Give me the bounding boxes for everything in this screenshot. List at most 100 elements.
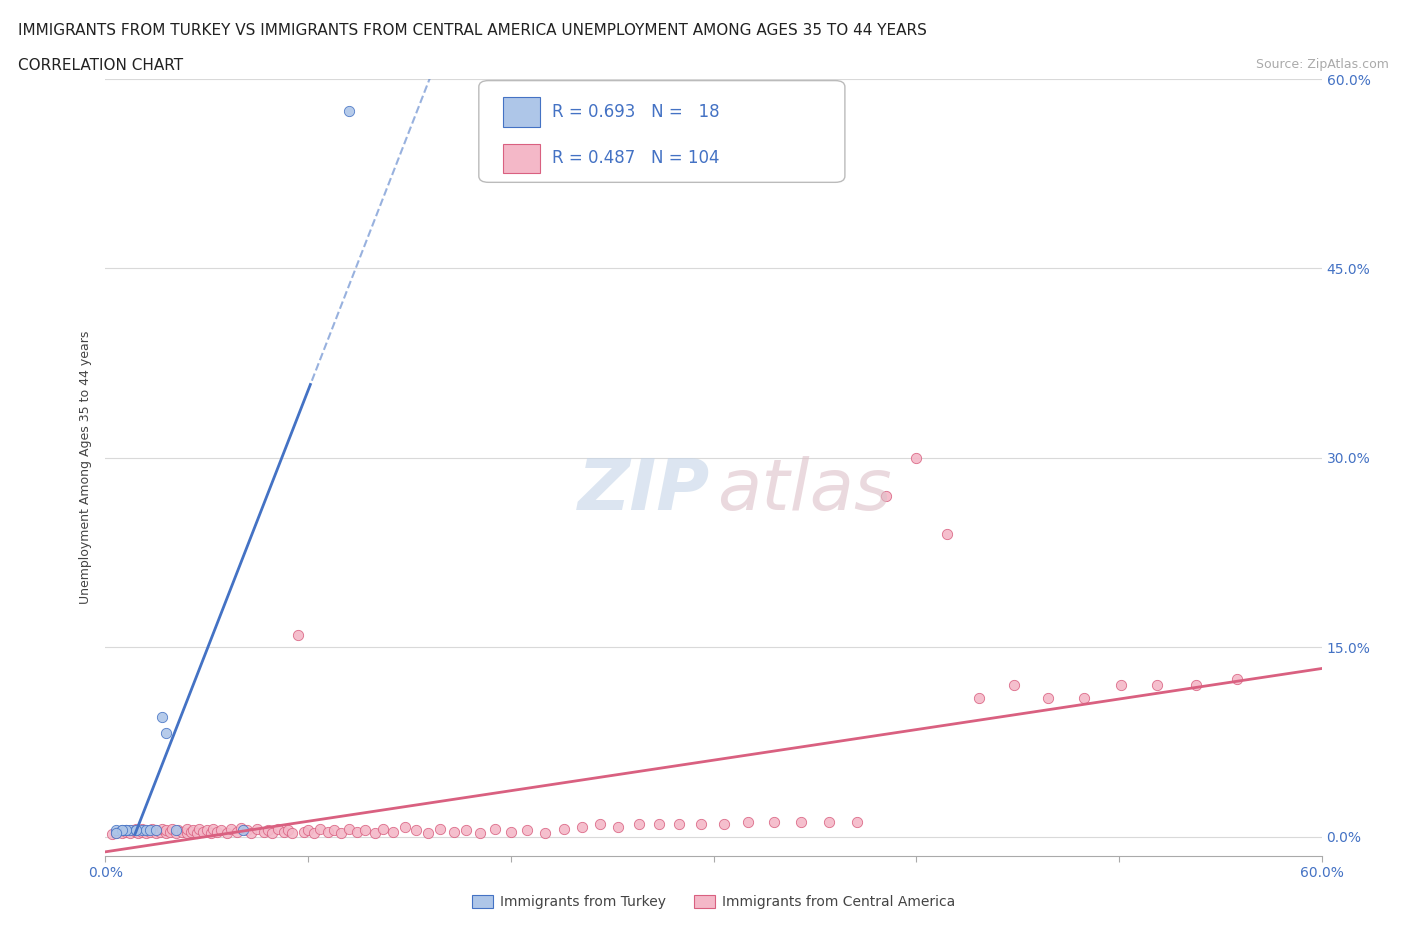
- Point: [329, 826, 352, 841]
- Point: [337, 821, 360, 836]
- Point: [165, 823, 187, 838]
- Point: [104, 823, 127, 838]
- Point: [159, 824, 181, 839]
- Point: [149, 824, 172, 839]
- Text: ZIP: ZIP: [578, 456, 710, 525]
- Point: [141, 821, 163, 836]
- Point: [789, 814, 811, 829]
- Point: [1073, 690, 1095, 705]
- Point: [456, 823, 478, 838]
- Point: [180, 824, 202, 839]
- Point: [443, 824, 465, 839]
- Point: [1036, 690, 1059, 705]
- Point: [139, 824, 162, 839]
- Text: Source: ZipAtlas.com: Source: ZipAtlas.com: [1256, 58, 1389, 71]
- Point: [118, 823, 141, 838]
- Point: [162, 821, 184, 836]
- Point: [181, 823, 204, 838]
- Point: [846, 814, 869, 829]
- FancyBboxPatch shape: [503, 143, 540, 173]
- Point: [217, 826, 239, 841]
- Point: [131, 823, 153, 838]
- Point: [309, 821, 332, 836]
- Point: [1109, 678, 1132, 693]
- Point: [648, 817, 671, 831]
- FancyBboxPatch shape: [479, 81, 845, 182]
- Point: [875, 488, 897, 503]
- Point: [209, 823, 232, 838]
- Point: [405, 823, 427, 838]
- Point: [167, 823, 190, 838]
- Point: [114, 824, 136, 839]
- Point: [219, 821, 242, 836]
- Point: [232, 823, 254, 838]
- Point: [246, 821, 269, 836]
- Point: [127, 826, 149, 841]
- Point: [690, 817, 713, 831]
- Point: [114, 823, 136, 838]
- Point: [135, 826, 157, 841]
- Point: [191, 824, 214, 839]
- Point: [967, 690, 990, 705]
- Point: [195, 823, 218, 838]
- Point: [818, 814, 841, 829]
- Point: [150, 821, 173, 836]
- Point: [534, 826, 557, 841]
- Point: [201, 821, 224, 836]
- Point: [297, 823, 319, 838]
- Point: [277, 823, 299, 838]
- Point: [107, 824, 129, 839]
- Point: [499, 824, 522, 839]
- Point: [516, 823, 538, 838]
- Point: [287, 627, 309, 642]
- Point: [382, 824, 405, 839]
- Point: [187, 821, 209, 836]
- Point: [935, 526, 957, 541]
- Point: [323, 823, 346, 838]
- Point: [176, 826, 198, 841]
- Point: [131, 824, 153, 839]
- Point: [553, 821, 575, 836]
- Point: [281, 826, 304, 841]
- Point: [155, 823, 177, 838]
- Point: [135, 823, 157, 838]
- Point: [429, 821, 451, 836]
- Point: [176, 821, 198, 836]
- Text: R = 0.487   N = 104: R = 0.487 N = 104: [551, 149, 720, 167]
- Point: [589, 817, 612, 831]
- Point: [1002, 678, 1025, 693]
- Point: [267, 821, 290, 836]
- Point: [763, 814, 786, 829]
- Point: [627, 817, 650, 831]
- Point: [737, 814, 759, 829]
- Point: [470, 826, 492, 841]
- FancyBboxPatch shape: [503, 97, 540, 126]
- Point: [118, 826, 141, 841]
- Point: [1146, 678, 1168, 693]
- Point: [260, 826, 283, 841]
- Point: [240, 826, 263, 841]
- Point: [416, 826, 439, 841]
- Point: [104, 826, 127, 841]
- Point: [205, 824, 228, 839]
- Point: [145, 823, 167, 838]
- Point: [121, 823, 143, 838]
- Point: [571, 819, 593, 834]
- Text: atlas: atlas: [717, 456, 891, 525]
- Point: [114, 823, 136, 838]
- Point: [186, 826, 208, 841]
- Text: R = 0.693   N =   18: R = 0.693 N = 18: [551, 103, 720, 121]
- Point: [100, 827, 122, 842]
- Point: [131, 821, 153, 836]
- Point: [165, 826, 187, 841]
- Point: [111, 823, 134, 838]
- Point: [114, 823, 136, 838]
- Point: [145, 826, 167, 841]
- Point: [373, 821, 395, 836]
- Point: [111, 823, 134, 838]
- Point: [231, 820, 253, 835]
- Point: [200, 826, 222, 841]
- Point: [125, 823, 148, 838]
- Y-axis label: Unemployment Among Ages 35 to 44 years: Unemployment Among Ages 35 to 44 years: [79, 331, 93, 604]
- Point: [302, 826, 325, 841]
